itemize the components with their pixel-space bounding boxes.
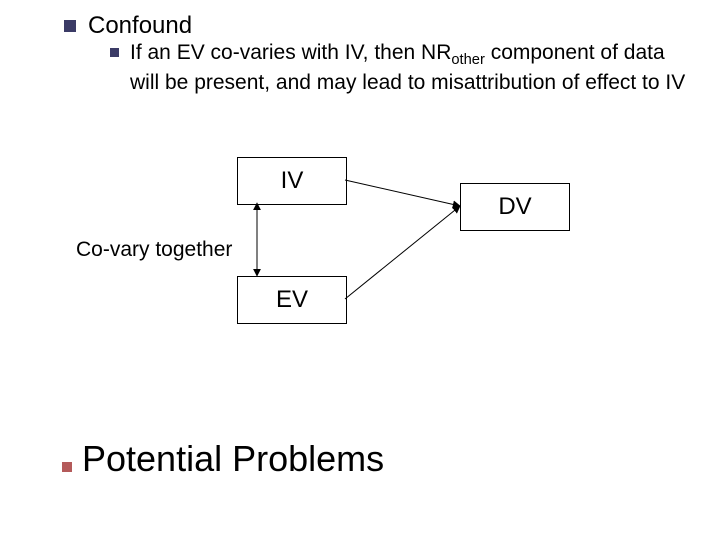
box-ev: EV xyxy=(237,276,347,324)
box-dv: DV xyxy=(460,183,570,231)
footer-accent xyxy=(62,462,72,472)
body-text: If an EV co-varies with IV, then NRother… xyxy=(130,40,690,96)
box-dv-label: DV xyxy=(498,193,531,221)
arrow-ev-dv xyxy=(345,206,460,299)
arrow-iv-dv xyxy=(345,180,460,206)
box-iv-label: IV xyxy=(281,167,304,195)
footer-title: Potential Problems xyxy=(82,438,384,480)
bullet-square-l2 xyxy=(110,48,119,57)
covary-label: Co-vary together xyxy=(76,237,232,263)
bullet-square-l1 xyxy=(64,20,76,32)
heading-confound: Confound xyxy=(88,12,192,40)
slide: Confound If an EV co-varies with IV, the… xyxy=(0,0,720,540)
box-iv: IV xyxy=(237,157,347,205)
box-ev-label: EV xyxy=(276,286,308,314)
